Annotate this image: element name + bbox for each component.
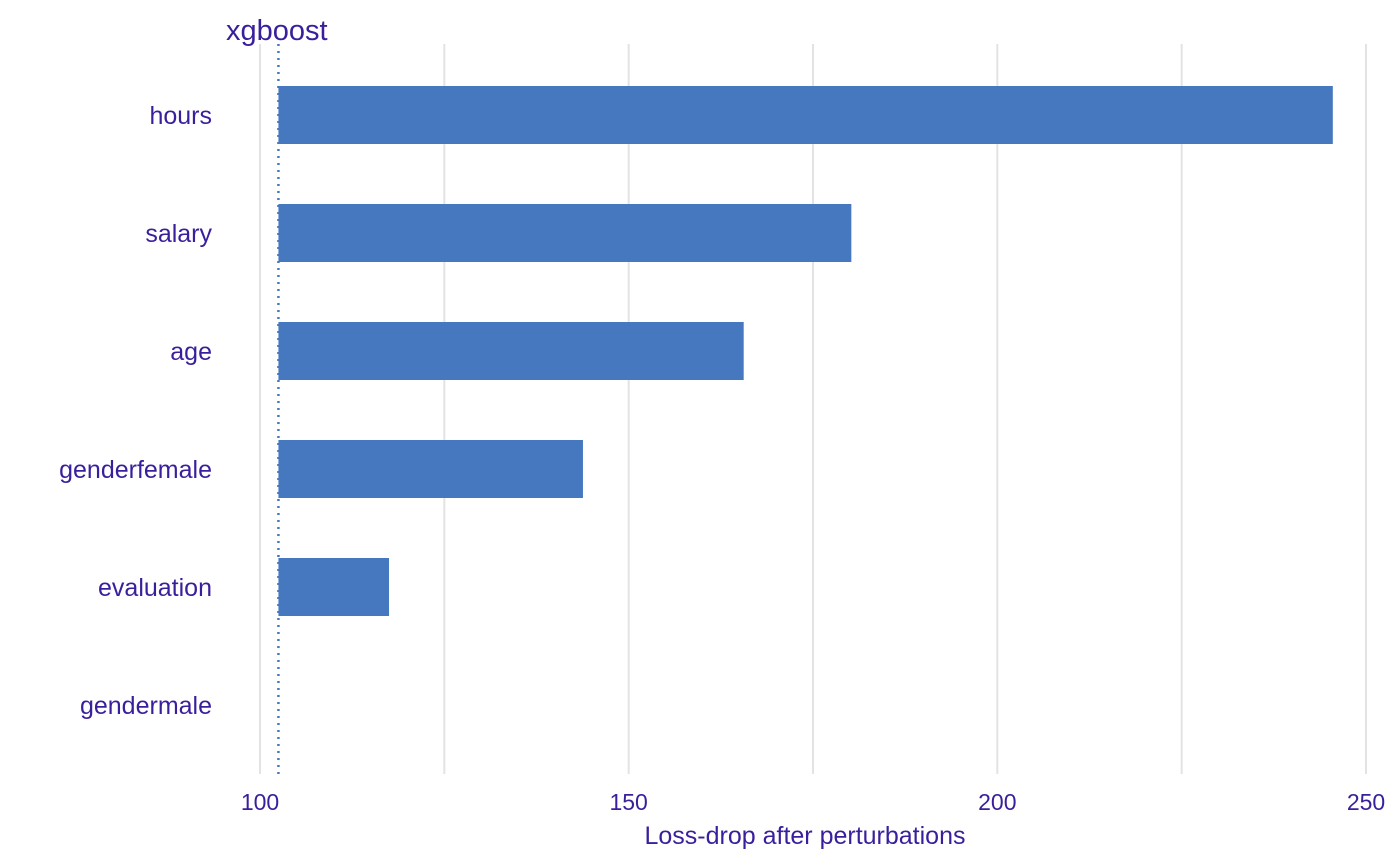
bar-hours [278, 86, 1333, 144]
x-tick-label: 200 [978, 789, 1016, 815]
x-tick-labels: 100 150 200 250 [241, 789, 1385, 815]
bar-evaluation [278, 558, 390, 616]
category-labels: hours salary age genderfemale evaluation gend… [59, 102, 212, 720]
bar-salary [278, 204, 852, 262]
x-tick-label: 250 [1347, 789, 1385, 815]
x-axis-title: Loss-drop after perturbations [644, 822, 965, 850]
bars [278, 86, 1333, 616]
category-label-evaluation: evaluation [98, 574, 212, 602]
category-label-age: age [170, 338, 212, 366]
x-tick-label: 100 [241, 789, 279, 815]
x-tick-label: 150 [609, 789, 647, 815]
category-label-hours: hours [149, 102, 212, 130]
category-label-salary: salary [145, 220, 212, 248]
chart-title: xgboost [226, 15, 328, 47]
category-label-genderfemale: genderfemale [59, 456, 212, 484]
category-label-gendermale: gendermale [80, 692, 212, 720]
bar-genderfemale [278, 440, 583, 498]
grid-lines [259, 44, 1367, 774]
bar-age [278, 322, 744, 380]
